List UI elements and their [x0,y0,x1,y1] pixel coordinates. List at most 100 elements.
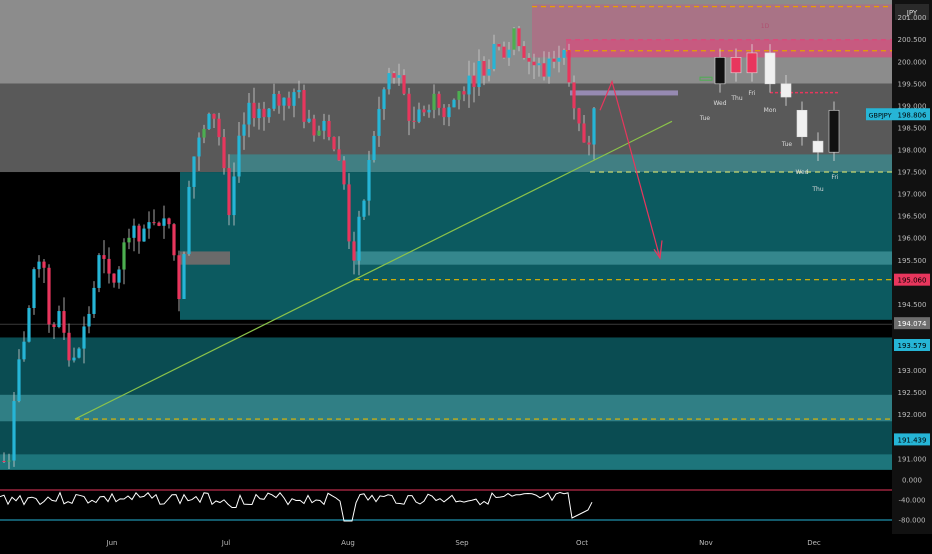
candle [542,51,546,81]
candle [57,305,61,329]
candle [427,104,431,118]
candle [77,347,81,359]
candle-body [182,254,186,300]
candle [147,211,151,239]
candle-body [492,43,496,70]
candle [572,75,576,120]
symbol-tag: GBPJPY [868,111,891,119]
candle [152,209,156,226]
candle-body [482,61,486,76]
day-label: Wed [795,169,808,176]
candle [37,255,41,278]
candle-body [437,93,441,108]
candle [457,91,461,110]
candle [142,224,146,242]
candle-body [532,61,536,66]
price-tick: 197.000 [898,191,927,199]
candle [137,223,141,254]
candle-body [337,149,341,161]
candle [82,316,86,364]
supply-zone-inner [566,39,892,58]
candle-body [202,128,206,138]
candle [87,306,91,334]
osc-tick: -40.000 [898,497,925,505]
candle-body [27,307,31,342]
candle [342,156,346,190]
currency-badge [895,4,929,20]
candle-body [517,28,521,47]
candle [237,122,241,183]
candle-body [152,222,156,224]
price-tick: 196.500 [898,213,927,221]
daily-body [780,83,792,98]
candle-body [427,109,431,113]
candle-body [342,160,346,185]
daily-body [714,57,726,85]
day-label: Thu [811,186,823,193]
day-label: 1D [761,23,770,30]
candle-body [487,69,491,76]
price-tag: 193.579 [898,342,927,350]
candle-body [522,46,526,58]
candle-body [117,269,121,283]
candle [262,101,266,131]
candle [562,48,566,65]
candle [167,217,171,229]
candle [362,199,366,220]
candle [247,92,251,138]
candle [587,135,591,156]
candle-body [52,324,56,328]
candle-body [212,113,216,119]
candle-body [572,82,576,109]
candle [172,223,176,261]
candle-body [272,93,276,109]
candle-body [2,460,6,462]
price-tick: 198.000 [898,146,927,154]
candle-body [162,218,166,226]
candle [392,71,396,84]
candle [162,205,166,239]
candle-body [567,50,571,83]
candle-body [97,255,101,288]
osc-tick: -80.000 [898,517,925,525]
candle-body [322,120,326,131]
candle-body [67,332,71,361]
candle [292,88,296,118]
candle [42,258,46,284]
candle [367,150,371,216]
candle [352,231,356,275]
candle [577,107,581,132]
candle [212,113,216,128]
candle-body [527,57,531,62]
candle-body [222,137,226,169]
candle [17,349,21,403]
candle-body [17,359,21,402]
price-tick: 192.000 [898,411,927,419]
candle-body [467,75,471,95]
price-tag-bg [894,433,930,446]
candle-body [312,118,316,136]
candle-body [542,63,546,77]
candle-body [432,93,436,110]
candle [482,56,486,86]
time-tick: Aug [341,539,355,547]
price-tag-bg [894,339,930,352]
time-tick: Dec [807,539,821,547]
current-price-label: 198.806 [898,111,927,119]
candle-body [47,267,51,325]
candle-body [512,28,516,50]
candle-body [422,109,426,113]
price-tick: 200.500 [898,36,927,44]
candle-body [392,73,396,78]
candle [67,323,71,367]
candle-body [237,135,241,177]
day-label: Fri [831,174,838,181]
candle-body [507,49,511,58]
demand-zone-large [180,172,892,320]
candle-body [132,225,136,238]
candle-body [537,63,541,66]
osc-tick: 0.000 [902,477,922,485]
candle-body [37,261,41,270]
